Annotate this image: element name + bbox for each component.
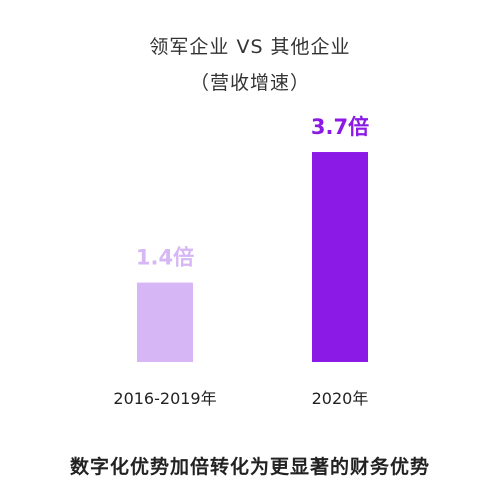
chart-title: 领军企业 VS 其他企业 <box>149 36 351 58</box>
bar-2 <box>312 152 368 362</box>
bar-1 <box>137 282 193 362</box>
value-label-2: 3.7倍 <box>311 115 369 139</box>
x-tick-label-1: 2016-2019年 <box>113 389 216 408</box>
x-tick-label-2: 2020年 <box>312 389 369 408</box>
chart-caption: 数字化优势加倍转化为更显著的财务优势 <box>69 456 430 478</box>
value-label-1: 1.4倍 <box>136 246 194 270</box>
chart-subtitle: （营收增速） <box>189 72 310 94</box>
